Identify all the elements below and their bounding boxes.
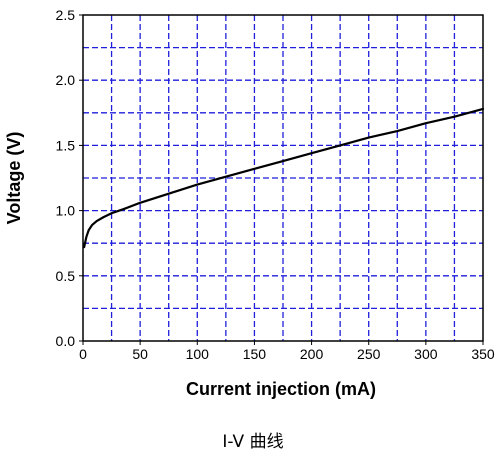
plot-frame xyxy=(82,14,484,342)
x-tick-label-4: 200 xyxy=(300,346,324,362)
y-tick-label-1: 0.5 xyxy=(56,268,76,284)
x-tick-label-1: 50 xyxy=(132,346,148,362)
x-tick-label-7: 350 xyxy=(471,346,495,362)
series-line-0 xyxy=(83,107,485,249)
x-axis-title: Current injection (mA) xyxy=(186,379,376,399)
x-tick-label-5: 250 xyxy=(357,346,381,362)
x-tick-label-0: 0 xyxy=(79,346,87,362)
y-tick-label-5: 2.5 xyxy=(56,7,76,23)
y-tick-label-0: 0.0 xyxy=(56,333,76,349)
tick-labels: 0 50 100 150 200 250 300 350 0.0 0.5 1.0 1.5 2.0 2.5 xyxy=(56,7,495,362)
grid-lines xyxy=(83,15,483,341)
y-tick-label-2: 1.0 xyxy=(56,203,76,219)
y-tick-label-3: 1.5 xyxy=(56,137,76,153)
y-axis-title: Voltage (V) xyxy=(4,132,24,225)
y-tick-label-4: 2.0 xyxy=(56,72,76,88)
series-layer xyxy=(83,107,485,249)
x-tick-label-2: 100 xyxy=(186,346,210,362)
plot-border xyxy=(82,14,484,342)
figure-caption: I-V 曲线 xyxy=(222,432,283,452)
x-tick-label-6: 300 xyxy=(414,346,438,362)
x-tick-label-3: 150 xyxy=(243,346,267,362)
